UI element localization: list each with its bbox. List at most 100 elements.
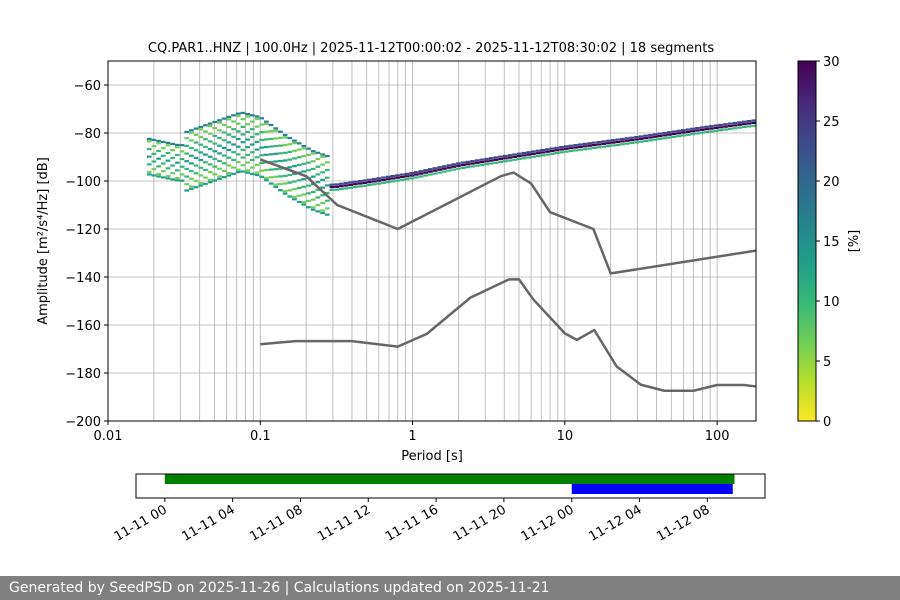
heatmap-cell [718,123,724,126]
heatmap-cell [160,140,166,144]
heatmap-cell [310,208,316,211]
heatmap-cell [207,171,213,174]
heatmap-cell [254,163,260,167]
heatmap-cell [502,154,508,158]
heatmap-cell [268,153,274,156]
heatmap-cell [315,157,321,161]
heatmap-cell [273,160,279,163]
heatmap-cell [535,154,541,158]
heatmap-cell [310,198,316,201]
heatmap-cell [390,180,396,183]
heatmap-cell [264,122,269,126]
heatmap-cell [292,180,297,183]
heatmap-cell [306,184,311,187]
y-axis-ticks: −60 −80 −100 −120 −140 −160 −180 −200 [65,79,108,430]
heatmap-cell [217,121,222,124]
heatmap-cell [189,129,194,132]
heatmap-cell [189,187,194,190]
heatmap-cell [268,123,274,127]
heatmap-cell [348,183,354,186]
heatmap-cell [310,175,316,178]
heatmap-cell [217,177,222,180]
heatmap-cell [249,172,255,175]
heatmap-cell [146,155,152,158]
colorbar-gradient [797,60,817,422]
heatmap-cell [189,154,194,157]
heatmap-cell [746,122,752,125]
heatmap-cell [741,123,747,126]
heatmap-cell [249,128,255,131]
heatmap-cell [681,134,686,137]
heatmap-cell [184,160,190,163]
heatmap-cell [203,168,208,172]
heatmap-cell [699,126,705,129]
heatmap-cell [221,139,227,142]
heatmap-cell [521,154,527,157]
heatmap-cell [259,169,265,172]
heatmap-cell [704,130,710,134]
colorbar-tick-label: 25 [823,115,840,130]
heatmap-cell [563,147,569,150]
heatmap-cell [146,137,152,141]
heatmap-cell [320,194,325,197]
heatmap-cell [278,182,283,186]
heatmap-cell [217,144,222,147]
heatmap-cell [512,155,518,158]
heatmap-cell [259,131,265,134]
heatmap-cell [690,132,696,136]
timeline-tick-label: 11-11 00 [112,502,170,544]
heatmap-cell [240,118,246,121]
heatmap-cell [240,156,246,159]
heatmap-cell [732,121,738,125]
heatmap-cell [235,153,241,156]
heatmap-cell [217,136,222,140]
heatmap-cell [268,130,274,133]
heatmap-cell [278,189,283,192]
heatmap-cell [540,148,546,152]
heatmap-cell [371,183,377,186]
heatmap-cell [156,139,161,143]
heatmap-cell [456,164,461,167]
heatmap-cell [624,142,630,145]
heatmap-cell [460,163,466,167]
heatmap-cell [493,158,499,161]
heatmap-cell [418,172,424,175]
heatmap-cell [268,176,274,179]
heatmap-cell [699,131,705,134]
heatmap-cell [596,140,602,144]
heatmap-cell [568,149,574,153]
heatmap-cell [353,183,358,186]
heatmap-cell [320,155,325,158]
heatmap-cell [723,128,728,131]
heatmap-cell [235,122,241,125]
heatmap-cell [615,140,621,144]
heatmap-cell [249,135,255,138]
heatmap-cell [170,172,175,175]
heatmap-cell [559,148,564,151]
heatmap-cell [470,162,475,165]
heatmap-cell [413,173,419,176]
heatmap-cell [193,186,199,189]
heatmap-cell [184,183,190,186]
heatmap-cell [512,158,518,161]
timeline-tick-label: 11-11 16 [383,502,441,544]
heatmap-cell [643,139,649,143]
heatmap-cell [301,147,307,150]
heatmap-cell [610,144,616,147]
heatmap-cell [259,154,265,157]
heatmap-cell [184,137,190,140]
heatmap-cell [259,161,265,165]
heatmap-cell [254,115,260,118]
heatmap-cell [428,170,433,173]
x-tick-label: 10 [557,429,574,444]
heatmap-cell [189,177,194,180]
heatmap-cell [666,136,672,139]
heatmap-cell [306,199,311,203]
y-axis-label: Amplitude [m²/s⁴/Hz] [dB] [36,157,51,325]
heatmap-cell [409,172,414,175]
heatmap-cell [301,162,307,165]
heatmap-cell [240,170,246,173]
heatmap-cell [287,143,293,146]
heatmap-cell [264,130,269,133]
heatmap-cell [592,146,597,150]
